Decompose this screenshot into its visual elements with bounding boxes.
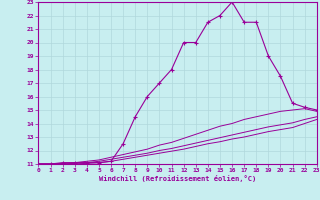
X-axis label: Windchill (Refroidissement éolien,°C): Windchill (Refroidissement éolien,°C) [99, 175, 256, 182]
